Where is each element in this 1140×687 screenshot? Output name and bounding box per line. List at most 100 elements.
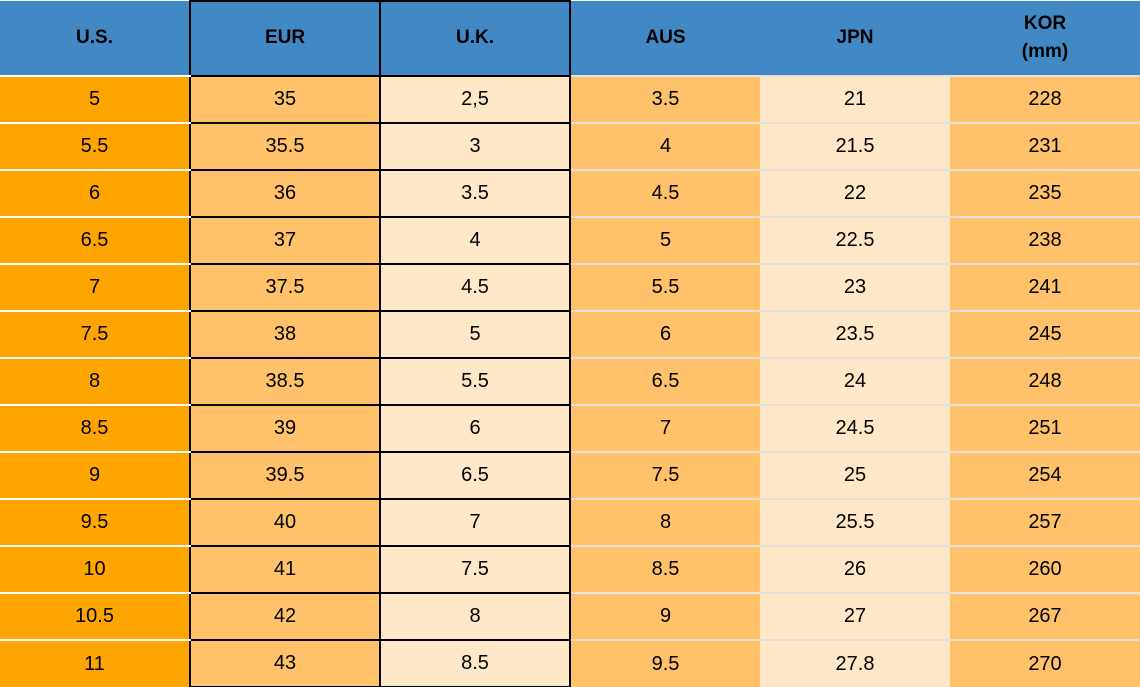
cell-kor: 238 [950,217,1140,265]
table-row: 10 41 7.5 8.5 26 260 [0,545,1140,594]
cell-jpn: 26 [760,546,950,594]
column-header-label: KOR [1023,12,1067,34]
header-row: U.S. EUR U.K. AUS JPN KOR (mm) [0,0,1140,77]
table-row: 7.5 38 5 6 23.5 245 [0,310,1140,359]
column-header-label: JPN [836,26,874,48]
cell-jpn: 23 [760,264,950,312]
cell-eur: 38.5 [189,357,381,406]
cell-kor: 254 [950,452,1140,500]
cell-aus: 3.5 [570,76,760,124]
cell-aus: 9 [570,593,760,641]
cell-eur: 37 [189,216,381,265]
cell-uk: 7.5 [379,545,571,594]
table-row: 5 35 2,5 3.5 21 228 [0,75,1140,124]
cell-jpn: 25.5 [760,499,950,547]
cell-eur: 41 [189,545,381,594]
cell-aus: 6 [570,311,760,359]
cell-uk: 2,5 [379,75,571,124]
cell-jpn: 21.5 [760,123,950,171]
cell-aus: 5 [570,217,760,265]
cell-uk: 8 [379,592,571,641]
table-row: 8 38.5 5.5 6.5 24 248 [0,357,1140,406]
cell-jpn: 27.8 [760,640,950,687]
column-header-sublabel: (mm) [1021,41,1069,62]
cell-uk: 4.5 [379,263,571,312]
cell-aus: 8.5 [570,546,760,594]
cell-us: 7 [0,264,190,312]
cell-uk: 6.5 [379,451,571,500]
cell-uk: 4 [379,216,571,265]
column-header-jpn: JPN [760,1,950,77]
table-body: 5 35 2,5 3.5 21 228 5.5 35.5 3 4 21.5 231 6 36 3.5 4.5 2… [0,75,1140,687]
cell-aus: 9.5 [570,640,760,687]
cell-jpn: 22 [760,170,950,218]
cell-us: 7.5 [0,311,190,359]
table-row: 5.5 35.5 3 4 21.5 231 [0,122,1140,171]
column-header-aus: AUS [570,1,760,77]
cell-us: 9.5 [0,499,190,547]
cell-eur: 40 [189,498,381,547]
cell-aus: 8 [570,499,760,547]
cell-aus: 5.5 [570,264,760,312]
cell-uk: 8.5 [379,639,571,687]
cell-eur: 39.5 [189,451,381,500]
column-header-eur: EUR [189,0,381,77]
cell-uk: 5.5 [379,357,571,406]
cell-uk: 6 [379,404,571,453]
cell-kor: 235 [950,170,1140,218]
cell-us: 9 [0,452,190,500]
cell-eur: 35 [189,75,381,124]
cell-us: 10 [0,546,190,594]
cell-us: 8.5 [0,405,190,453]
cell-aus: 7.5 [570,452,760,500]
cell-kor: 270 [950,640,1140,687]
cell-kor: 228 [950,76,1140,124]
table-row: 6.5 37 4 5 22.5 238 [0,216,1140,265]
cell-uk: 3 [379,122,571,171]
table-row: 8.5 39 6 7 24.5 251 [0,404,1140,453]
cell-us: 6.5 [0,217,190,265]
cell-eur: 37.5 [189,263,381,312]
table-row: 6 36 3.5 4.5 22 235 [0,169,1140,218]
cell-us: 10.5 [0,593,190,641]
column-header-label: U.S. [76,26,113,48]
cell-jpn: 21 [760,76,950,124]
cell-uk: 3.5 [379,169,571,218]
cell-aus: 4.5 [570,170,760,218]
cell-us: 11 [0,640,190,687]
table-row: 7 37.5 4.5 5.5 23 241 [0,263,1140,312]
cell-aus: 6.5 [570,358,760,406]
cell-kor: 260 [950,546,1140,594]
cell-eur: 42 [189,592,381,641]
cell-us: 5 [0,76,190,124]
column-header-kor: KOR (mm) [950,1,1140,77]
cell-eur: 38 [189,310,381,359]
column-header-label: U.K. [456,27,494,49]
cell-jpn: 27 [760,593,950,641]
cell-kor: 248 [950,358,1140,406]
cell-jpn: 24.5 [760,405,950,453]
cell-eur: 43 [189,639,381,687]
cell-eur: 39 [189,404,381,453]
cell-kor: 251 [950,405,1140,453]
table-row: 9.5 40 7 8 25.5 257 [0,498,1140,547]
cell-aus: 4 [570,123,760,171]
table-row: 9 39.5 6.5 7.5 25 254 [0,451,1140,500]
cell-jpn: 22.5 [760,217,950,265]
column-header-uk: U.K. [379,0,571,77]
cell-us: 6 [0,170,190,218]
cell-kor: 231 [950,123,1140,171]
cell-eur: 36 [189,169,381,218]
cell-kor: 245 [950,311,1140,359]
cell-kor: 257 [950,499,1140,547]
table-row: 11 43 8.5 9.5 27.8 270 [0,639,1140,687]
cell-uk: 7 [379,498,571,547]
cell-aus: 7 [570,405,760,453]
cell-kor: 241 [950,264,1140,312]
cell-uk: 5 [379,310,571,359]
cell-kor: 267 [950,593,1140,641]
cell-jpn: 23.5 [760,311,950,359]
cell-us: 5.5 [0,123,190,171]
column-header-label: AUS [645,26,686,48]
